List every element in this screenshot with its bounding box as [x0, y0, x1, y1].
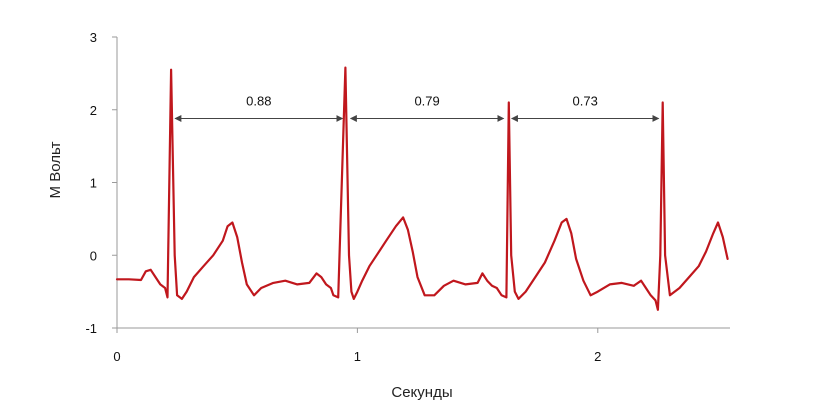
y-tick-label: 3: [90, 30, 97, 45]
y-tick-label: 0: [90, 248, 97, 263]
x-tick-label: 1: [354, 349, 361, 364]
x-tick-label: 0: [113, 349, 120, 364]
ecg-trace: [115, 66, 729, 311]
x-tick-label: 2: [594, 349, 601, 364]
y-axis-label: М Вольт: [47, 141, 64, 198]
y-tick-label: -1: [85, 321, 97, 336]
interval-label: 0.73: [573, 93, 598, 108]
axes: [116, 37, 730, 329]
y-tick-label: 2: [90, 103, 97, 118]
y-tick-label: 1: [90, 176, 97, 191]
interval-label: 0.79: [414, 93, 439, 108]
interval-label: 0.88: [246, 93, 271, 108]
ecg-trace-layer: [115, 66, 729, 311]
tick-labels: -1 0 1 2 3 0 1 2: [85, 30, 601, 364]
x-axis-label: Секунды: [391, 384, 452, 401]
interval-annotations: 0.88 0.79 0.73: [174, 93, 660, 122]
